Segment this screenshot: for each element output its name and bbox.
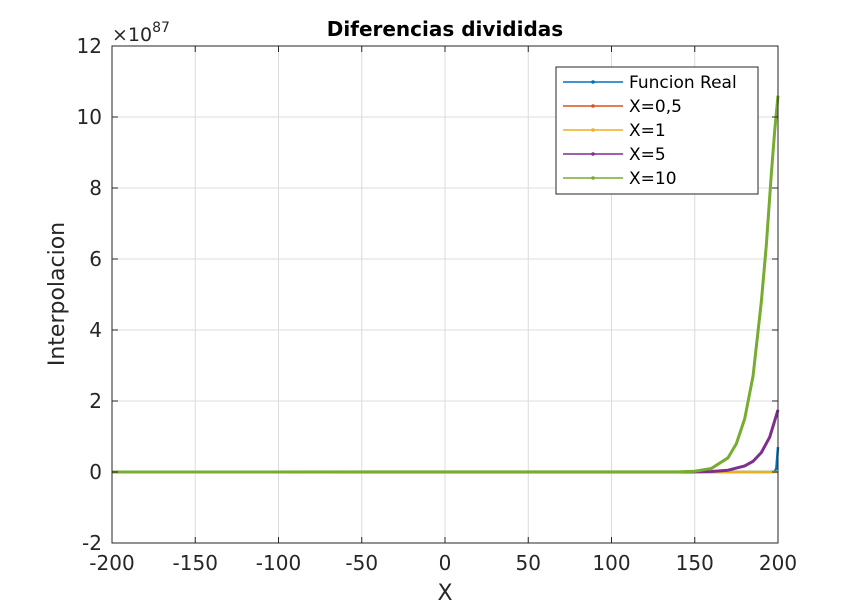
- legend: Funcion Real X=0,5 X=1 X=5 X=10: [555, 66, 759, 195]
- y-tick-label: 0: [89, 460, 102, 484]
- legend-marker: [591, 104, 595, 108]
- axis-ticks: -200 -150 -100 -50 0 50 100 150 200 -2 0 2 4 6 8 10 12: [77, 34, 798, 575]
- x-axis-label: X: [437, 581, 452, 606]
- y-exponent-power: 87: [152, 20, 170, 36]
- y-tick-label: 8: [89, 176, 102, 200]
- legend-label: X=5: [629, 145, 666, 165]
- y-exponent-label: ×1087: [112, 20, 170, 46]
- y-tick-label: 4: [89, 318, 102, 342]
- chart-title: Diferencias divididas: [327, 17, 563, 41]
- legend-marker: [591, 176, 595, 180]
- y-tick-label: -2: [82, 531, 102, 555]
- legend-marker: [591, 80, 595, 84]
- legend-label: X=1: [629, 121, 666, 141]
- legend-label: X=10: [629, 169, 677, 189]
- x-tick-label: 0: [439, 551, 452, 575]
- series-layer: [111, 95, 780, 474]
- x-tick-label: -150: [173, 551, 218, 575]
- x-tick-label: 200: [759, 551, 797, 575]
- y-tick-label: 10: [77, 105, 102, 129]
- legend-label: Funcion Real: [629, 73, 737, 93]
- y-exponent-prefix: ×10: [112, 24, 152, 46]
- x-tick-label: -50: [345, 551, 378, 575]
- x-tick-label: 100: [592, 551, 630, 575]
- y-axis-label: Interpolacion: [45, 222, 70, 366]
- x-tick-label: -100: [256, 551, 301, 575]
- legend-label: X=0,5: [629, 97, 682, 117]
- x-tick-label: 150: [676, 551, 714, 575]
- x-tick-label: 50: [516, 551, 541, 575]
- x-tick-label: -200: [89, 551, 134, 575]
- legend-marker: [591, 128, 595, 132]
- y-tick-label: 6: [89, 247, 102, 271]
- legend-marker: [591, 152, 595, 156]
- y-tick-label: 2: [89, 389, 102, 413]
- series-line-4: [111, 95, 780, 474]
- y-tick-label: 12: [77, 34, 102, 58]
